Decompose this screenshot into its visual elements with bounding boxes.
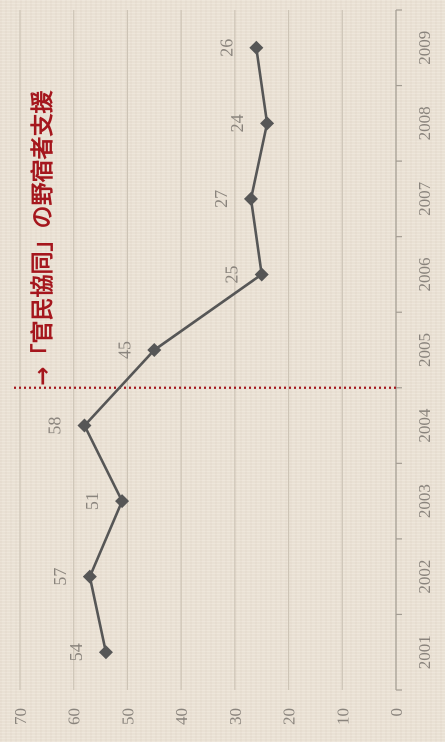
chart-plot-area: →「官民協同」の野宿者支援 0 10 20 30 40 50 60 70 2001 2002 200… xyxy=(11,9,434,725)
y-tick-label-40: 40 xyxy=(172,708,191,725)
x-tick-label-2005: 2005 xyxy=(415,333,434,367)
data-point-2002 xyxy=(82,569,97,584)
data-label-2008: 24 xyxy=(227,114,247,132)
series-line xyxy=(83,47,269,653)
data-label-2005: 45 xyxy=(114,341,134,359)
x-tick-label-2007: 2007 xyxy=(415,181,434,216)
y-tick-label-30: 30 xyxy=(226,708,245,725)
x-tick-label-2004: 2004 xyxy=(415,408,434,443)
data-label-2006: 25 xyxy=(222,265,242,283)
data-point-2003 xyxy=(115,494,130,509)
y-tick-label-60: 60 xyxy=(65,708,84,725)
annotation-layer: →「官民協同」の野宿者支援 xyxy=(14,90,396,389)
data-point-2009 xyxy=(249,40,264,55)
x-tick-label-2009: 2009 xyxy=(415,31,434,65)
series-layer xyxy=(77,40,275,660)
x-tick-label-2003: 2003 xyxy=(415,484,434,518)
data-point-2008 xyxy=(260,116,275,131)
data-point-2001 xyxy=(98,645,113,660)
labels-layer: 0 10 20 30 40 50 60 70 2001 2002 2003 2004 2005 2006 2… xyxy=(11,31,434,725)
y-tick-label-50: 50 xyxy=(118,708,137,725)
x-tick-label-2008: 2008 xyxy=(415,106,434,140)
data-label-2009: 26 xyxy=(216,39,236,57)
x-tick-label-2002: 2002 xyxy=(415,560,434,594)
y-tick-label-70: 70 xyxy=(11,708,30,725)
y-tick-label-0: 0 xyxy=(387,708,406,717)
data-point-2006 xyxy=(254,267,269,282)
y-tick-label-20: 20 xyxy=(280,708,299,725)
data-label-2003: 51 xyxy=(82,492,102,510)
data-label-2001: 54 xyxy=(66,643,86,661)
y-tick-label-10: 10 xyxy=(333,708,352,725)
data-label-2002: 57 xyxy=(50,568,70,586)
data-label-2004: 58 xyxy=(44,417,64,435)
data-label-2007: 27 xyxy=(211,190,231,208)
annotation-text: →「官民協同」の野宿者支援 xyxy=(29,90,56,386)
data-point-2005 xyxy=(147,343,162,357)
grid-layer xyxy=(19,9,402,691)
data-point-2004 xyxy=(77,418,92,433)
x-tick-label-2006: 2006 xyxy=(415,257,434,291)
data-point-2007 xyxy=(243,191,258,206)
x-tick-label-2001: 2001 xyxy=(415,635,434,669)
